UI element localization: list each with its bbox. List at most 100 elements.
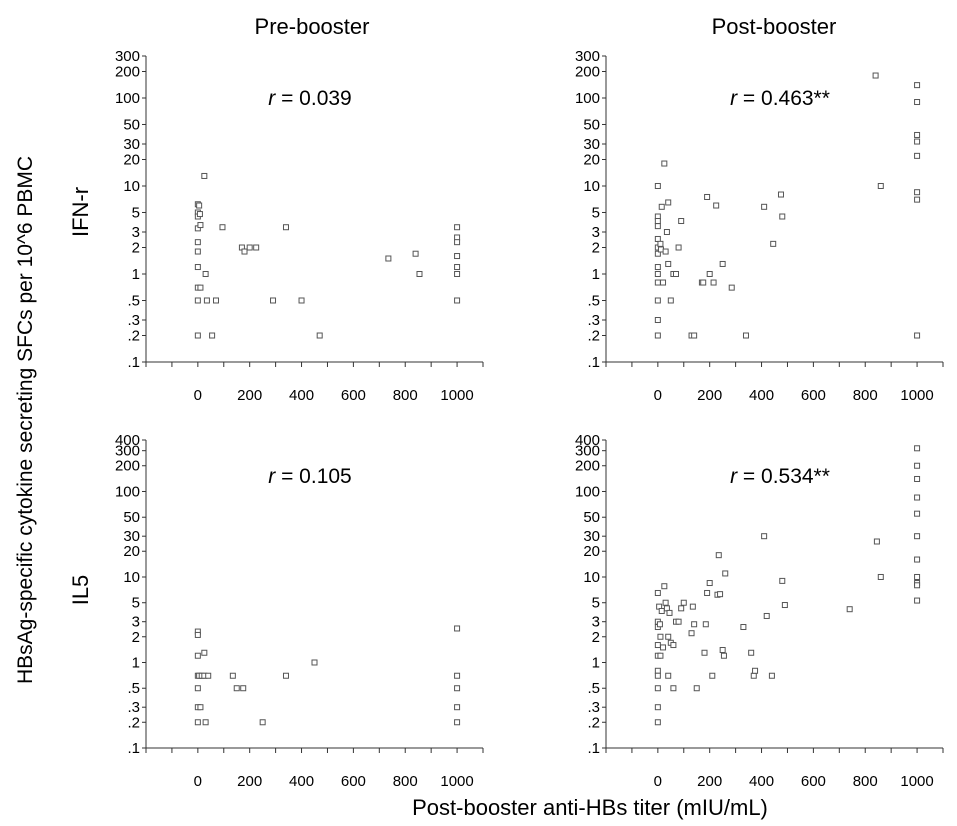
x-tick-label: 400 xyxy=(749,387,774,404)
data-point xyxy=(299,298,304,303)
y-tick-label: .5 xyxy=(127,680,140,697)
x-axis-label: Post-booster anti-HBs titer (mIU/mL) xyxy=(412,795,768,820)
data-point xyxy=(915,190,920,195)
data-point xyxy=(764,613,769,618)
data-point xyxy=(455,673,460,678)
data-point xyxy=(271,298,276,303)
y-tick-label: .3 xyxy=(127,312,140,329)
correlation-label: r = 0.463** xyxy=(730,87,830,110)
data-point xyxy=(690,604,695,609)
data-point xyxy=(703,622,708,627)
data-point xyxy=(720,261,725,266)
correlation-label: r = 0.534** xyxy=(730,465,830,488)
data-point xyxy=(197,212,202,217)
data-point xyxy=(676,245,681,250)
data-point xyxy=(317,333,322,338)
x-tick-label: 600 xyxy=(341,773,366,790)
data-point xyxy=(260,720,265,725)
data-point xyxy=(195,298,200,303)
y-tick-label: 10 xyxy=(123,569,140,586)
data-point xyxy=(312,660,317,665)
x-tick-label: 400 xyxy=(749,773,774,790)
data-point xyxy=(915,574,920,579)
y-tick-label: 30 xyxy=(123,136,140,153)
x-tick-label: 0 xyxy=(654,387,662,404)
y-tick-label: 20 xyxy=(123,543,140,560)
data-point xyxy=(667,610,672,615)
data-point xyxy=(230,673,235,678)
data-point xyxy=(655,705,660,710)
data-point xyxy=(204,298,209,303)
y-tick-label: 300 xyxy=(575,48,600,65)
data-point xyxy=(655,280,660,285)
data-point xyxy=(723,571,728,576)
data-point xyxy=(202,173,207,178)
data-point xyxy=(195,686,200,691)
data-point xyxy=(915,511,920,516)
data-point xyxy=(874,539,879,544)
data-point xyxy=(749,650,754,655)
data-point xyxy=(692,622,697,627)
data-point xyxy=(455,240,460,245)
y-tick-label: 30 xyxy=(583,136,600,153)
data-point xyxy=(705,194,710,199)
data-point xyxy=(663,249,668,254)
data-point xyxy=(655,720,660,725)
y-tick-label: .1 xyxy=(587,740,600,757)
data-point xyxy=(661,280,666,285)
data-point xyxy=(915,139,920,144)
data-point xyxy=(915,476,920,481)
y-tick-label: .5 xyxy=(587,292,600,309)
y-tick-label: 100 xyxy=(575,483,600,500)
x-tick-label: 1000 xyxy=(440,387,473,404)
data-point xyxy=(455,254,460,259)
x-tick-label: 400 xyxy=(289,773,314,790)
scatter-panel: 0 200 400 600 800 100040030020010050302010532… xyxy=(115,432,483,790)
y-tick-label: 5 xyxy=(132,204,140,221)
data-point xyxy=(195,653,200,658)
y-tick-label: 5 xyxy=(592,204,600,221)
data-point xyxy=(655,643,660,648)
data-point xyxy=(198,705,203,710)
x-tick-label: 600 xyxy=(801,387,826,404)
data-point xyxy=(655,590,660,595)
y-tick-label: 3 xyxy=(592,224,600,241)
y-tick-label: .1 xyxy=(127,740,140,757)
correlation-value: = 0.039 xyxy=(275,87,351,110)
y-tick-label: .1 xyxy=(127,354,140,371)
row-label-il5: IL5 xyxy=(68,575,93,606)
data-point xyxy=(655,686,660,691)
data-point xyxy=(655,219,660,224)
y-tick-label: .2 xyxy=(587,714,600,731)
data-point xyxy=(206,673,211,678)
data-point xyxy=(655,673,660,678)
data-point xyxy=(681,600,686,605)
data-point xyxy=(753,668,758,673)
data-point xyxy=(241,686,246,691)
y-tick-label: 300 xyxy=(115,48,140,65)
scatter-panel: 0 200 400 600 800 100040030020010050302010532… xyxy=(575,432,943,790)
data-point xyxy=(915,598,920,603)
y-tick-label: 2 xyxy=(592,240,600,257)
panels-group: 0 200 400 600 800 1000300200100503020105321.5… xyxy=(115,48,943,790)
data-point xyxy=(915,495,920,500)
x-tick-label: 0 xyxy=(194,773,202,790)
y-tick-label: 50 xyxy=(123,116,140,133)
data-point xyxy=(254,245,259,250)
data-point xyxy=(283,225,288,230)
data-point xyxy=(769,673,774,678)
data-point xyxy=(455,225,460,230)
data-point xyxy=(780,214,785,219)
data-point xyxy=(847,607,852,612)
data-point xyxy=(195,632,200,637)
data-point xyxy=(195,720,200,725)
data-point xyxy=(455,298,460,303)
y-tick-label: 50 xyxy=(123,509,140,526)
data-point xyxy=(716,553,721,558)
data-point xyxy=(915,197,920,202)
y-tick-label: 5 xyxy=(132,595,140,612)
data-point xyxy=(386,256,391,261)
data-point xyxy=(676,619,681,624)
y-tick-label: 10 xyxy=(583,569,600,586)
data-point xyxy=(689,631,694,636)
